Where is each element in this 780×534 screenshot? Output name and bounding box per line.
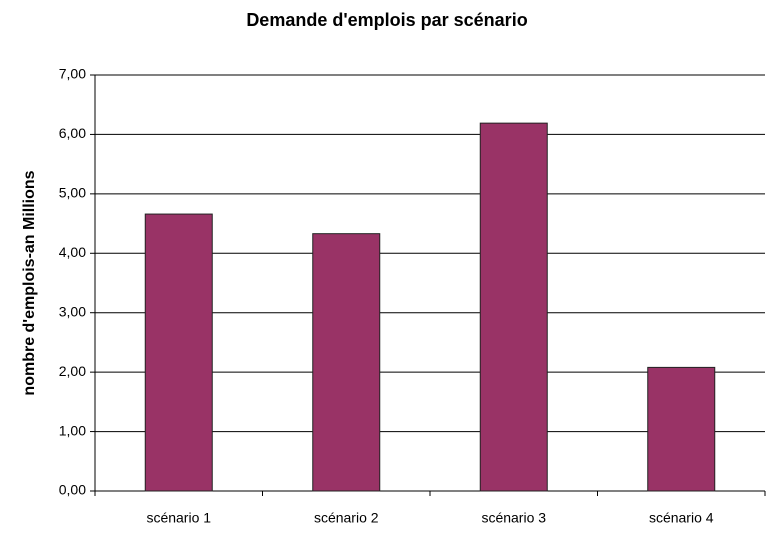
x-tick-label: scénario 1: [146, 510, 211, 526]
x-tick-label: scénario 3: [481, 510, 546, 526]
y-tick-label: 2,00: [59, 363, 86, 379]
y-tick-label: 7,00: [59, 66, 86, 82]
y-tick-label: 3,00: [59, 303, 86, 319]
x-tick-label: scénario 2: [314, 510, 379, 526]
y-tick-label: 5,00: [59, 185, 86, 201]
bar: [312, 233, 381, 492]
y-axis-label: nombre d'emplois-an Millions: [21, 170, 38, 395]
x-tick-label: scénario 4: [649, 510, 714, 526]
y-tick-label: 0,00: [59, 482, 86, 498]
bar: [479, 122, 548, 492]
y-tick-label: 6,00: [59, 125, 86, 141]
bar: [647, 366, 716, 492]
y-tick-label: 4,00: [59, 244, 86, 260]
y-tick-label: 1,00: [59, 422, 86, 438]
chart-title: Demande d'emplois par scénario: [246, 10, 527, 30]
bar: [144, 213, 213, 492]
